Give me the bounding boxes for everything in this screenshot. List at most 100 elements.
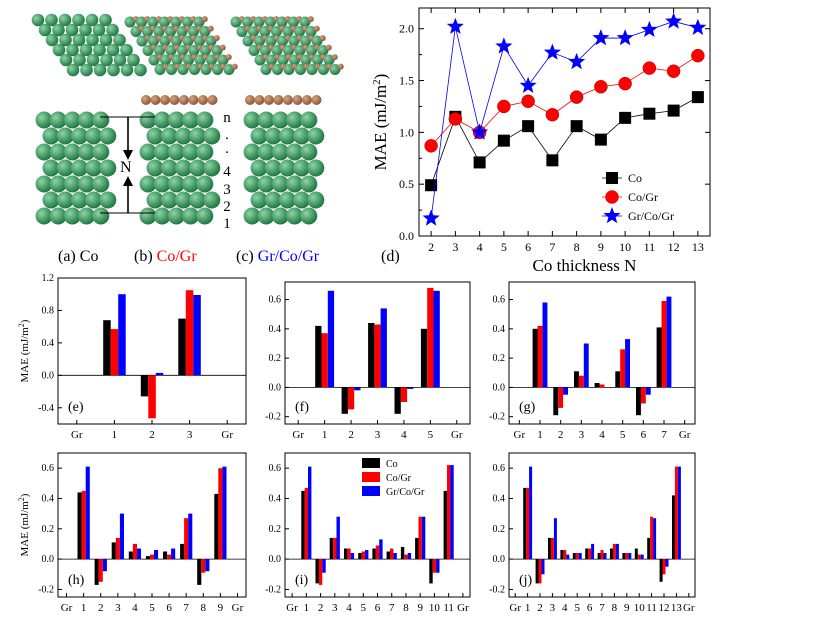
chart-d-point [640,20,658,37]
top-view-a-co-atom [58,13,72,27]
thickness-N-label: N [120,159,132,176]
chart-j-y-tick-label: 0.6 [493,463,506,474]
chart-i-x-tick-label: Gr [457,602,469,614]
chart-i-bar [318,559,323,585]
chart-h-bar [85,466,90,560]
chart-f-bar [380,308,387,388]
chart-i-x-tick-label: Gr [286,602,298,614]
chart-d-x-tick-label: 11 [644,240,656,254]
chart-d-x-tick-label: 4 [477,240,483,254]
chart-d-x-tick-label: 3 [452,240,458,254]
chart-h-x-tick-label: 7 [183,602,189,614]
chart-j-x-tick-label: 11 [646,602,657,614]
chart-d-point [425,179,438,192]
side-view-b-co-atom [203,191,221,209]
chart-d-legend-marker [603,207,621,224]
side-view-b-co-atom [203,159,221,177]
top-view-b-c-atom [201,16,208,23]
chart-f-y-tick-label: 0.6 [269,295,282,306]
side-view-b-co-atom [167,143,185,161]
top-view-a-co-atom [106,23,119,37]
chart-i-bar [322,559,326,573]
chart-d-point [471,123,489,140]
top-view-c-c-atom [325,44,332,51]
top-view-a-co-atom [113,53,127,67]
chart-i-bar [361,551,365,560]
chart-j-bar [597,553,601,560]
chart-j-bar [550,537,554,560]
chart-g-bar [666,296,672,388]
top-view-a-co-atom [72,13,85,27]
side-view-c-co-atom [286,111,304,129]
chart-i: -0.20.00.20.40.6Gr 1 2 3 4 5 6 7 8 9 10 11 Gr(i)CoCo… [265,452,471,614]
chart-i-bar [407,553,412,560]
chart-i-x-tick-label: 8 [403,602,409,614]
side-view-a-co-atom [49,111,67,129]
side-view-a-co-atom [56,191,74,209]
chart-h-bar [222,466,227,560]
chart-e-bar [148,375,156,419]
chart-i-y-tick-label: 0.2 [269,524,282,535]
side-view-c-co-atom [293,159,311,177]
chart-g-x-tick-label: 4 [599,429,605,441]
top-view-a-co-atom [127,53,140,67]
chart-f-y-tick-label: -0.2 [265,412,281,423]
chart-e-bar [140,375,149,397]
chart-h-bar [154,550,159,560]
chart-h-bar [197,559,202,585]
chart-d-point [473,156,486,169]
chart-d-x-tick-label: 8 [574,240,580,254]
top-view-a-co-atom [86,53,100,67]
chart-e-bar [110,329,119,376]
chart-i-bar [358,553,362,560]
chart-j-bar [677,466,681,560]
chart-f-x-tick-label: 4 [401,429,407,441]
chart-j-x-tick-label: 10 [634,602,646,614]
chart-j-bar [563,550,567,560]
chart-j-x-tick-label: 13 [671,602,683,614]
side-view-c-co-atom [300,175,318,193]
chart-j-bar [538,559,542,584]
chart-g-bar [615,371,621,388]
chart-g-bar [532,328,538,388]
chart-g-bar [645,387,651,395]
chart-i-bar [308,466,312,560]
top-view-b-c-atom [207,25,214,32]
chart-g-y-tick-label: 0.0 [493,382,506,393]
side-view-b-co-atom [153,175,171,193]
top-view-a-co-atom [106,43,120,57]
chart-e-bar [178,318,186,376]
chart-d-x-tick-label: 6 [525,240,531,254]
side-view-b-co-atom [139,111,157,129]
chart-d-y-tick-label: 2.0 [399,22,414,36]
chart-i-x-tick-label: 5 [361,602,367,614]
side-view-c-c-atom [254,95,265,105]
chart-d-panel-label: (d) [381,248,400,265]
chart-h-bar [188,513,193,560]
chart-d-x-tick-label: 2 [428,240,434,254]
chart-e-y-label-main: MAE (mJ/m [19,327,31,383]
chart-h-y-tick-label: -0.2 [38,584,54,595]
chart-f-y-tick-label: 0.4 [269,324,282,335]
chart-j-bar [566,554,570,560]
chart-d-legend-label: Co [628,171,642,185]
top-view-a-co-atom [113,33,126,47]
chart-e-y-label-end: ) [19,319,31,323]
side-view-c-co-atom [243,175,261,193]
chart-h-bar [132,543,137,560]
chart-d-legend-label: Gr/Co/Gr [628,209,674,223]
side-view-a-co-atom [85,191,103,209]
chart-j-y-tick-label: 0.2 [493,524,506,535]
chart-e-bar [155,372,164,376]
chart-d-point [667,104,680,117]
chart-e-y-tick-label: 0.0 [42,370,55,381]
side-view-a-co-atom [85,159,103,177]
top-view-a-co-atom [45,13,58,27]
chart-g-bar [553,387,559,416]
chart-j-x-tick-label: 8 [612,602,618,614]
side-view-c-co-atom [286,143,304,161]
chart-f-bar [315,325,322,388]
top-view-a-co-atom [134,63,147,77]
side-view-c-co-atom [307,191,325,209]
top-view-a-co-atom [80,63,93,77]
